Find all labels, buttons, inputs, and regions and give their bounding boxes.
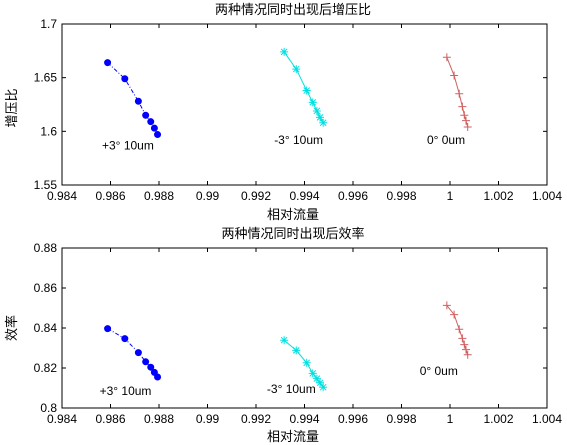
efficiency-y-axis-label: 效率 <box>4 315 20 341</box>
efficiency-x-tick-label: 1.002 <box>483 412 513 426</box>
pressure-ratio-axes-box <box>61 23 548 186</box>
efficiency-axes-box <box>61 247 548 409</box>
pressure-ratio-data-point <box>460 111 469 120</box>
efficiency-data-point <box>104 325 112 333</box>
efficiency-data-point <box>147 363 155 371</box>
efficiency-x-tick-label: 1 <box>447 412 454 426</box>
pressure-ratio-data-point <box>308 98 317 107</box>
pressure-ratio-data-point <box>280 47 289 56</box>
pressure-ratio-x-tick-label: 1.004 <box>532 189 562 203</box>
efficiency-x-tick-label: 1.004 <box>532 412 562 426</box>
pressure-ratio-x-tick-label: 1 <box>447 189 454 203</box>
efficiency-case-label: -3° 10um <box>267 382 316 396</box>
efficiency-data-point <box>460 340 469 349</box>
efficiency-chart-title: 两种情况同时出现后效率 <box>221 226 364 242</box>
efficiency-data-point <box>134 349 142 357</box>
efficiency-data-point <box>458 334 467 343</box>
pressure-ratio-y-axis-label: 增压比 <box>5 88 20 127</box>
pressure-ratio-data-point <box>442 53 451 62</box>
efficiency-data-point <box>316 378 325 387</box>
pressure-ratio-x-tick-label: 0.99 <box>196 189 220 203</box>
efficiency-data-point <box>319 383 328 392</box>
pressure-ratio-data-point <box>463 123 472 132</box>
efficiency-data-point <box>455 325 464 334</box>
pressure-ratio-data-point <box>450 71 459 80</box>
efficiency-y-tick-label: 0.8 <box>40 401 57 415</box>
pressure-ratio-data-point <box>104 59 112 67</box>
efficiency-x-tick-label: 0.986 <box>95 412 125 426</box>
pressure-ratio-x-tick-label: 0.986 <box>95 189 125 203</box>
pressure-ratio-case-label: +3° 10um <box>102 139 154 153</box>
efficiency-x-tick-label: 0.998 <box>386 412 416 426</box>
efficiency-x-tick-label: 0.988 <box>144 412 174 426</box>
efficiency-data-point <box>142 358 150 366</box>
efficiency-x-tick-label: 0.984 <box>47 412 77 426</box>
efficiency-data-point <box>121 335 129 343</box>
pressure-ratio-y-tick-label: 1.65 <box>34 71 58 85</box>
efficiency-data-point <box>450 310 459 319</box>
efficiency-data-point <box>280 336 289 345</box>
pressure-ratio-chart-title: 两种情况同时出现后增压比 <box>215 3 371 18</box>
efficiency-x-axis-label: 相对流量 <box>267 430 319 445</box>
efficiency-x-tick-label: 0.994 <box>289 412 319 426</box>
pressure-ratio-x-tick-label: 0.992 <box>241 189 271 203</box>
pressure-ratio-case-label: -3° 10um <box>274 133 323 147</box>
pressure-ratio-data-point <box>142 111 150 119</box>
pressure-ratio-data-point <box>462 116 471 125</box>
pressure-ratio-x-tick-label: 0.998 <box>386 189 416 203</box>
efficiency-data-point <box>154 373 162 381</box>
efficiency-plot-area: 0.984 0.986 0.988 0.99 0.992 0.994 0.996 0.998 1… <box>34 241 563 426</box>
pressure-ratio-y-tick-label: 1.7 <box>40 17 57 31</box>
efficiency-x-tick-label: 0.996 <box>338 412 368 426</box>
pressure-ratio-x-axis-label: 相对流量 <box>267 208 319 223</box>
efficiency-data-point <box>150 368 158 376</box>
pressure-ratio-data-point <box>147 118 155 126</box>
pressure-ratio-data-point <box>154 131 162 139</box>
pressure-ratio-x-tick-label: 0.984 <box>47 189 77 203</box>
pressure-ratio-x-tick-label: 1.002 <box>483 189 513 203</box>
pressure-ratio-x-tick-label: 0.994 <box>289 189 319 203</box>
efficiency-y-tick-label: 0.82 <box>34 361 58 375</box>
efficiency-case-label: 0° 0um <box>420 364 458 378</box>
pressure-ratio-data-point <box>458 102 467 111</box>
efficiency-x-tick-label: 0.992 <box>241 412 271 426</box>
pressure-ratio-data-point <box>319 118 328 127</box>
pressure-ratio-y-tick-label: 1.6 <box>40 124 57 138</box>
pressure-ratio-data-point <box>312 106 321 115</box>
efficiency-y-tick-label: 0.86 <box>34 281 58 295</box>
pressure-ratio-data-point <box>150 124 158 132</box>
efficiency-x-tick-label: 0.99 <box>196 412 220 426</box>
pressure-ratio-data-point <box>302 86 311 95</box>
pressure-ratio-data-point <box>292 65 301 74</box>
efficiency-data-point <box>462 345 471 354</box>
efficiency-data-point <box>463 350 472 359</box>
efficiency-data-point <box>308 369 317 378</box>
pressure-ratio-data-point <box>121 75 129 83</box>
pressure-ratio-x-tick-label: 0.996 <box>338 189 368 203</box>
pressure-ratio-chart: 两种情况同时出现后增压比 相对流量 增压比 0.984 0.986 0.988 0.9… <box>5 3 562 223</box>
efficiency-data-point <box>312 374 321 383</box>
efficiency-y-tick-label: 0.84 <box>34 321 58 335</box>
pressure-ratio-data-point <box>134 97 142 105</box>
pressure-ratio-case-label: 0° 0um <box>427 133 465 147</box>
efficiency-chart: 两种情况同时出现后效率 相对流量 效率 0.984 0.986 0.988 0.99 0… <box>4 226 562 445</box>
efficiency-case-label: +3° 10um <box>100 384 152 398</box>
pressure-ratio-data-point <box>316 113 325 122</box>
efficiency-data-point <box>442 301 451 310</box>
efficiency-y-tick-label: 0.88 <box>34 241 58 255</box>
pressure-ratio-data-point <box>455 89 464 98</box>
pressure-ratio-plot-area: 0.984 0.986 0.988 0.99 0.992 0.994 0.996 0.998 1… <box>34 17 563 203</box>
efficiency-data-point <box>292 346 301 355</box>
pressure-ratio-y-tick-label: 1.55 <box>34 178 58 192</box>
efficiency-data-point <box>302 358 311 367</box>
pressure-ratio-x-tick-label: 0.988 <box>144 189 174 203</box>
